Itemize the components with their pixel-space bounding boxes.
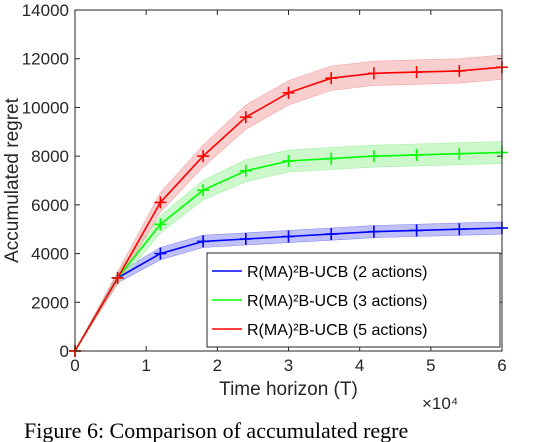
x-axis-label: Time horizon (T) [219, 379, 358, 400]
x-tick-label: 2 [213, 356, 222, 375]
marker-series-0-pt-9 [453, 223, 466, 236]
y-tick-label: 12000 [22, 50, 69, 69]
x-tick-label: 5 [426, 356, 435, 375]
marker-series-1-pt-9 [453, 147, 466, 160]
marker-series-2-pt-7 [367, 67, 380, 80]
marker-series-2-pt-1 [111, 271, 124, 284]
x-tick-label: 4 [355, 356, 364, 375]
marker-series-1-pt-7 [367, 150, 380, 163]
legend-box [206, 252, 501, 348]
marker-series-2-pt-2 [154, 196, 167, 209]
marker-series-0-pt-6 [325, 228, 338, 241]
legend-label: R(MA)²B-UCB (3 actions) [247, 293, 427, 310]
y-tick-label: 0 [60, 342, 69, 361]
marker-series-1-pt-8 [410, 148, 423, 161]
marker-series-1-pt-4 [239, 164, 252, 177]
marker-series-2-pt-5 [282, 86, 295, 99]
y-tick-label: 6000 [31, 196, 69, 215]
x-tick-label: 3 [284, 356, 293, 375]
marker-series-1-pt-6 [325, 152, 338, 165]
legend-label: R(MA)²B-UCB (2 actions) [247, 264, 427, 281]
series-markers [69, 61, 508, 357]
marker-series-2-pt-9 [453, 64, 466, 77]
axis-ticks: 0 1 2 3 4 5 6 0 2000 4000 6000 8000 10000 12000 14000 [22, 1, 507, 375]
y-tick-label: 10000 [22, 98, 69, 117]
marker-series-1-pt-2 [154, 218, 167, 231]
legend-label: R(MA)²B-UCB (5 actions) [247, 322, 427, 339]
figure-caption: Figure 6: Comparison of accumulated regr… [24, 418, 409, 442]
x-tick-label: 1 [141, 356, 150, 375]
marker-series-1-pt-5 [282, 155, 295, 168]
legend-entry-1: R(MA)²B-UCB (3 actions) [212, 293, 427, 310]
x-tick-label: 6 [497, 356, 506, 375]
marker-series-0-pt-2 [154, 247, 167, 260]
y-tick-label: 2000 [31, 293, 69, 312]
marker-series-0-pt-5 [282, 230, 295, 243]
legend-entry-2: R(MA)²B-UCB (5 actions) [212, 322, 427, 339]
y-tick-label: 8000 [31, 147, 69, 166]
marker-series-2-pt-6 [325, 72, 338, 85]
marker-series-2-pt-8 [410, 66, 423, 79]
x-tick-label: 0 [70, 356, 79, 375]
marker-series-2-pt-3 [197, 150, 210, 163]
x-axis-multiplier: ×10⁴ [422, 394, 458, 413]
marker-series-0-pt-4 [239, 232, 252, 245]
marker-series-0-pt-8 [410, 224, 423, 237]
legend-entry-0: R(MA)²B-UCB (2 actions) [212, 264, 427, 281]
marker-series-1-pt-3 [197, 184, 210, 197]
marker-series-2-pt-4 [239, 111, 252, 124]
y-axis-label: Accumulated regret [2, 97, 23, 262]
y-tick-label: 14000 [22, 1, 69, 20]
marker-series-0-pt-3 [197, 235, 210, 248]
y-tick-label: 4000 [31, 245, 69, 264]
legend: R(MA)²B-UCB (2 actions) R(MA)²B-UCB (3 ac… [206, 252, 501, 348]
marker-series-0-pt-7 [367, 225, 380, 238]
